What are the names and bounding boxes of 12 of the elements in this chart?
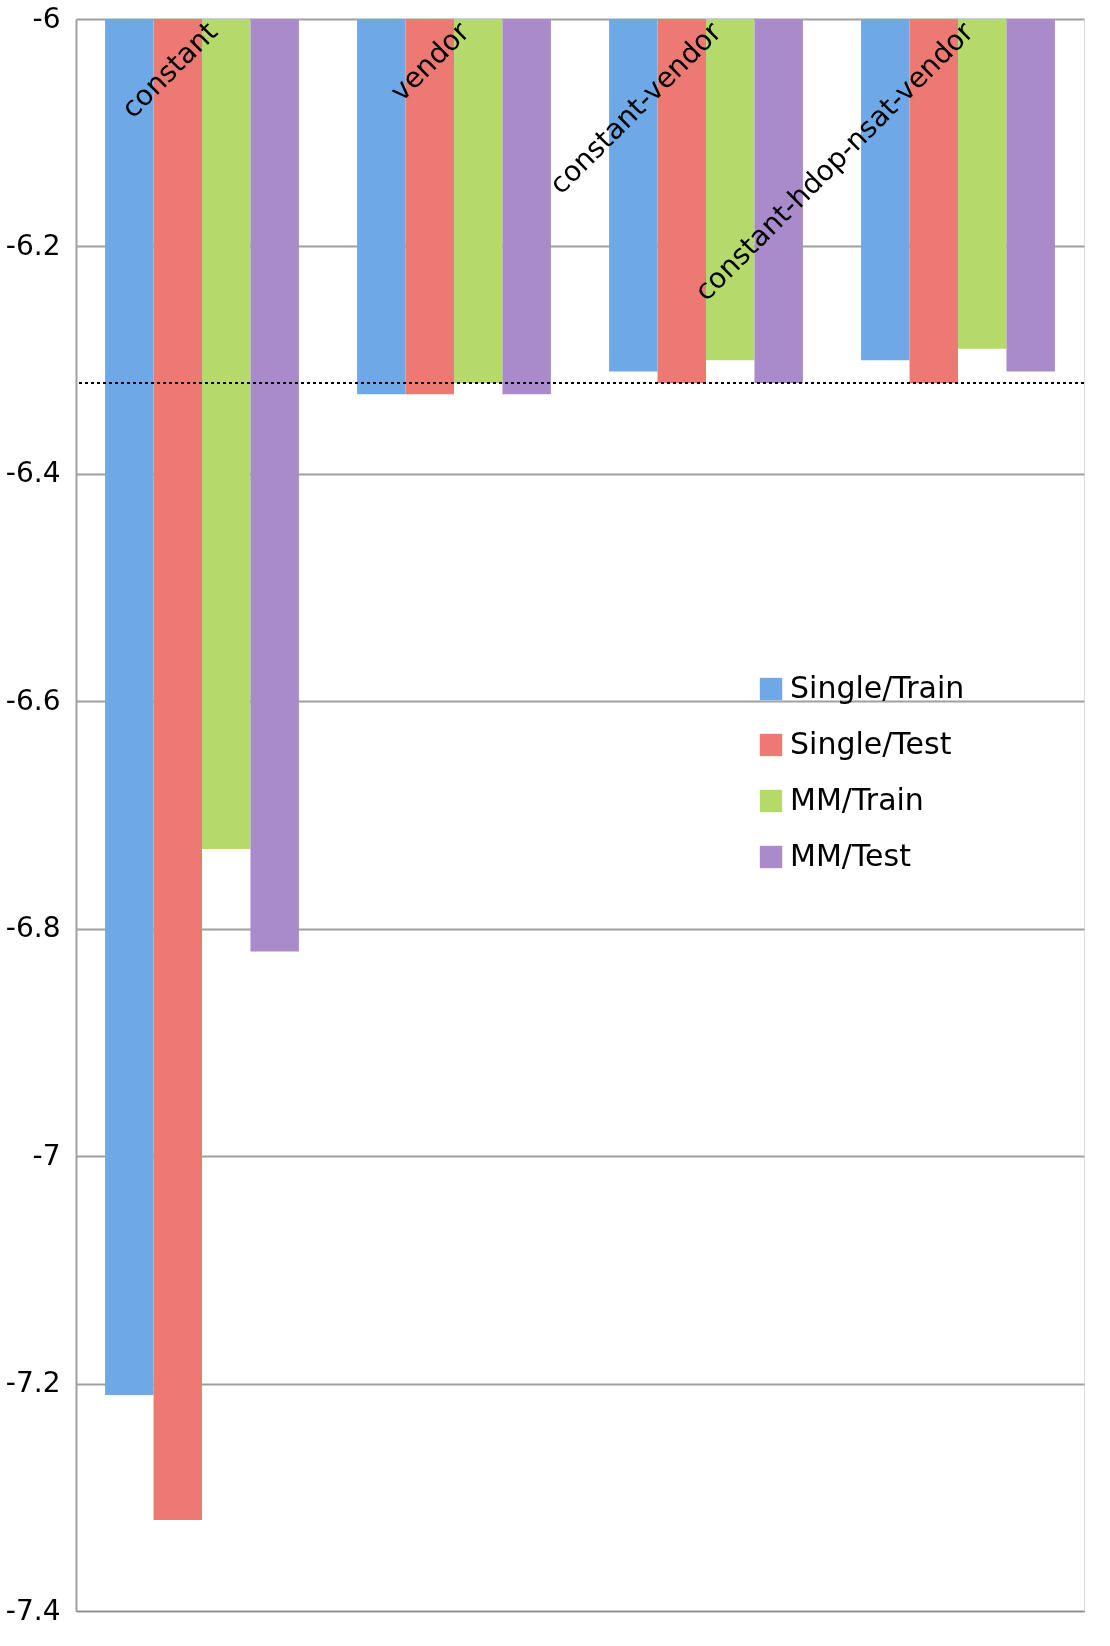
y-tick-label: -6.8	[5, 911, 61, 945]
legend-label: Single/Test	[790, 726, 952, 761]
y-tick-label: -6.6	[5, 683, 61, 717]
y-tick-label: -6.4	[5, 456, 61, 490]
y-tick-label: -6.2	[5, 228, 61, 262]
y-tick-label: -6	[32, 1, 61, 35]
legend-label: MM/Train	[790, 782, 924, 817]
legend-label: MM/Test	[790, 838, 912, 873]
y-tick-label: -7	[32, 1138, 61, 1172]
legend-label: Single/Train	[790, 670, 965, 705]
y-tick-label: -7.2	[5, 1366, 61, 1400]
y-tick-label: -7.4	[5, 1593, 61, 1627]
